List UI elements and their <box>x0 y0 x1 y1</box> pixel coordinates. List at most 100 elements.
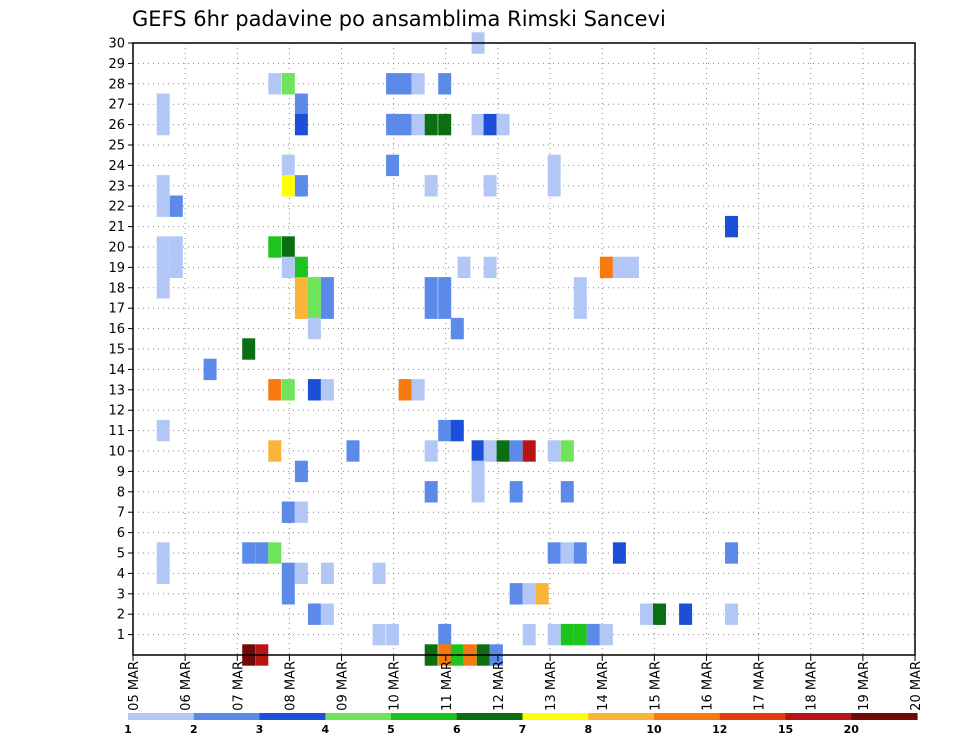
precip-cell <box>268 542 282 564</box>
precip-cell <box>573 277 587 299</box>
precip-cell <box>599 256 613 279</box>
x-tick-label: 09 MAR <box>336 661 351 711</box>
precip-cell <box>386 113 400 136</box>
precip-cell <box>281 583 295 605</box>
precip-cell <box>203 358 217 381</box>
y-tick-label: 9 <box>117 465 125 480</box>
y-tick-label: 24 <box>108 159 125 174</box>
precip-cell <box>547 440 561 462</box>
x-tick-label: 16 MAR <box>700 661 715 711</box>
y-tick-label: 26 <box>108 118 125 133</box>
y-tick-label: 12 <box>108 404 125 419</box>
y-tick-label: 21 <box>108 220 125 235</box>
y-axis-ticks: 1234567891011121314151617181920212223242… <box>108 37 133 643</box>
precip-cell <box>424 113 438 136</box>
precip-cell <box>320 379 334 401</box>
precip-cell <box>169 256 183 279</box>
x-tick-label: 07 MAR <box>231 661 246 711</box>
precip-cell <box>169 236 183 258</box>
precip-cell <box>438 297 452 319</box>
precip-cell <box>547 623 561 646</box>
precip-cell <box>560 481 574 503</box>
y-tick-label: 8 <box>117 485 125 500</box>
colorbar-label: 2 <box>190 723 198 736</box>
x-tick-label: 19 MAR <box>857 661 872 711</box>
precip-cell <box>535 583 549 605</box>
precip-cell <box>294 113 308 136</box>
precip-cell <box>156 419 170 442</box>
precip-cell <box>547 175 561 197</box>
precip-cell <box>320 603 334 625</box>
x-tick-label: 05 MAR <box>127 661 142 711</box>
y-tick-label: 28 <box>108 77 125 92</box>
chart-title: GEFS 6hr padavine po ansamblima Rimski S… <box>132 7 666 31</box>
precip-cell <box>281 73 295 95</box>
precip-cell <box>320 562 334 585</box>
precip-cell <box>679 603 693 625</box>
colorbar-label: 8 <box>584 723 592 736</box>
y-tick-label: 7 <box>117 506 125 521</box>
precip-cell <box>653 603 666 625</box>
grid-lines <box>132 42 916 655</box>
precip-cell <box>640 603 653 625</box>
precipitation-cells <box>156 32 738 666</box>
precip-cell <box>612 256 626 279</box>
precip-cell <box>156 277 170 299</box>
x-tick-label: 15 MAR <box>648 661 663 711</box>
precip-cell <box>156 113 170 136</box>
precip-cell <box>438 419 452 442</box>
x-tick-label: 17 MAR <box>753 661 768 711</box>
precip-cell <box>242 542 256 564</box>
y-tick-label: 13 <box>108 383 125 398</box>
precip-cell <box>547 542 561 564</box>
y-tick-label: 15 <box>108 343 125 358</box>
precip-cell <box>450 317 464 340</box>
colorbar-swatch <box>259 713 326 720</box>
x-tick-label: 11 MAR <box>440 661 455 711</box>
precip-cell <box>242 338 256 360</box>
y-tick-label: 19 <box>108 261 125 276</box>
precip-cell <box>471 460 485 483</box>
precip-cell <box>320 297 334 319</box>
precip-cell <box>307 317 321 340</box>
y-tick-label: 6 <box>117 526 125 541</box>
colorbar-swatch <box>785 713 852 720</box>
precip-cell <box>471 440 485 462</box>
precip-cell <box>156 236 170 258</box>
colorbar: 1 2 3 4 5 6 7 8 10 12 15 20 <box>124 713 918 736</box>
x-tick-label: 08 MAR <box>283 661 298 711</box>
precip-cell <box>471 113 485 136</box>
y-tick-label: 4 <box>117 567 125 582</box>
precip-cell <box>725 542 738 564</box>
precip-cell <box>307 277 321 299</box>
colorbar-label: 10 <box>646 723 662 736</box>
precip-cell <box>522 440 536 462</box>
x-tick-label: 14 MAR <box>596 661 611 711</box>
precip-cell <box>398 73 412 95</box>
precip-cell <box>268 73 282 95</box>
x-tick-label: 18 MAR <box>805 661 820 711</box>
precip-cell <box>483 440 497 462</box>
x-tick-label: 12 MAR <box>492 661 507 711</box>
precip-cell <box>307 379 321 401</box>
precip-cell <box>612 542 626 564</box>
precip-cell <box>398 379 412 401</box>
precip-cell <box>725 603 738 625</box>
precip-cell <box>156 195 170 217</box>
precip-cell <box>438 623 452 646</box>
precip-cell <box>424 481 438 503</box>
precip-cell <box>483 113 497 136</box>
colorbar-swatch <box>391 713 458 720</box>
precip-cell <box>156 93 170 115</box>
precip-cell <box>411 73 425 95</box>
y-tick-label: 5 <box>117 547 125 562</box>
precip-cell <box>573 542 587 564</box>
colorbar-label: 4 <box>321 723 329 736</box>
precip-cell <box>268 379 282 401</box>
y-tick-label: 11 <box>108 424 125 439</box>
precip-cell <box>398 113 412 136</box>
precip-cell <box>411 379 425 401</box>
y-tick-label: 17 <box>108 302 125 317</box>
precip-cell <box>725 215 738 238</box>
